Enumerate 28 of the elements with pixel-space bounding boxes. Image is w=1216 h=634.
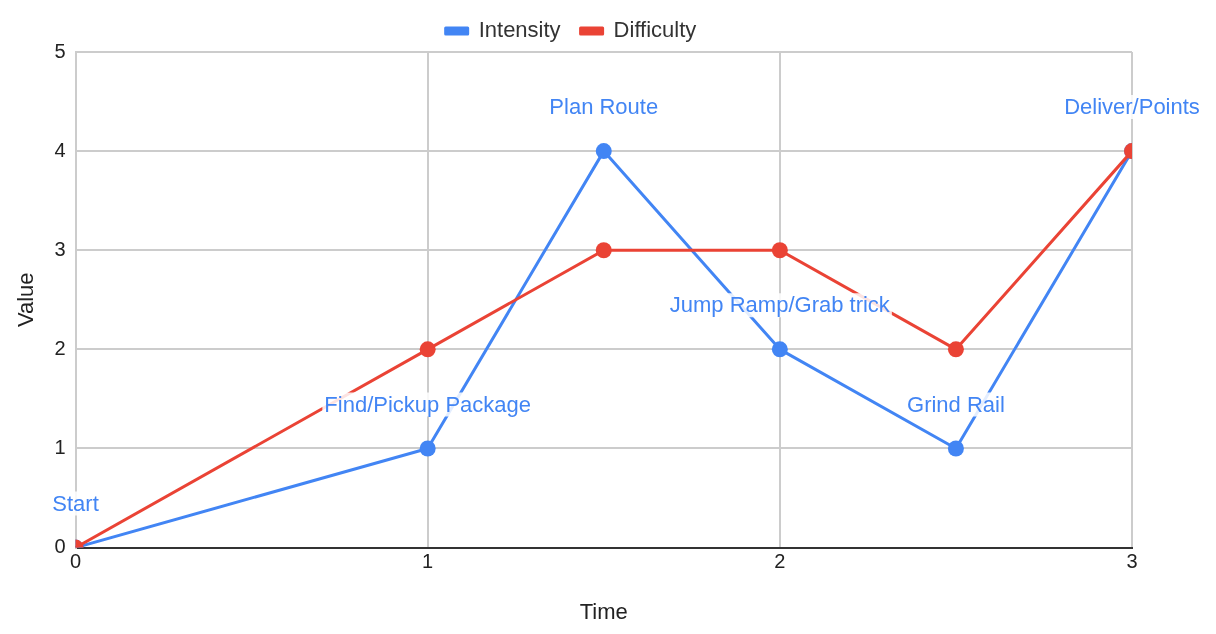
point [771,242,788,259]
y-tick-label: 1 [54,436,66,458]
y-tick-label: 0 [54,535,66,558]
y-tick-label: 4 [54,138,66,161]
y-tick-label: 2 [54,336,66,359]
point [419,440,436,457]
annotation: Jump Ramp/Grab trick [669,292,891,318]
annotation: Start [52,490,99,516]
point [419,341,436,358]
y-tick-label: 3 [54,237,66,260]
point [595,143,612,160]
x-tick-label: 1 [422,550,434,573]
legend-label: Intensity [478,17,561,43]
point [947,440,964,457]
annotation: Find/Pickup Package [324,391,532,417]
point [947,341,964,358]
y-tick-label: 5 [54,39,66,62]
legend-label: Difficulty [613,17,697,43]
annotation: Deliver/Points [1064,94,1200,120]
annotation: Plan Route [549,94,659,120]
point [595,242,612,259]
x-tick-label: 2 [774,550,786,573]
x-axis-title: Time [579,598,628,624]
x-tick-label: 0 [69,550,82,573]
x-tick-label: 3 [1126,550,1138,573]
annotation: Grind Rail [907,391,1005,417]
y-axis-title: Value [13,272,39,328]
point [771,341,788,358]
